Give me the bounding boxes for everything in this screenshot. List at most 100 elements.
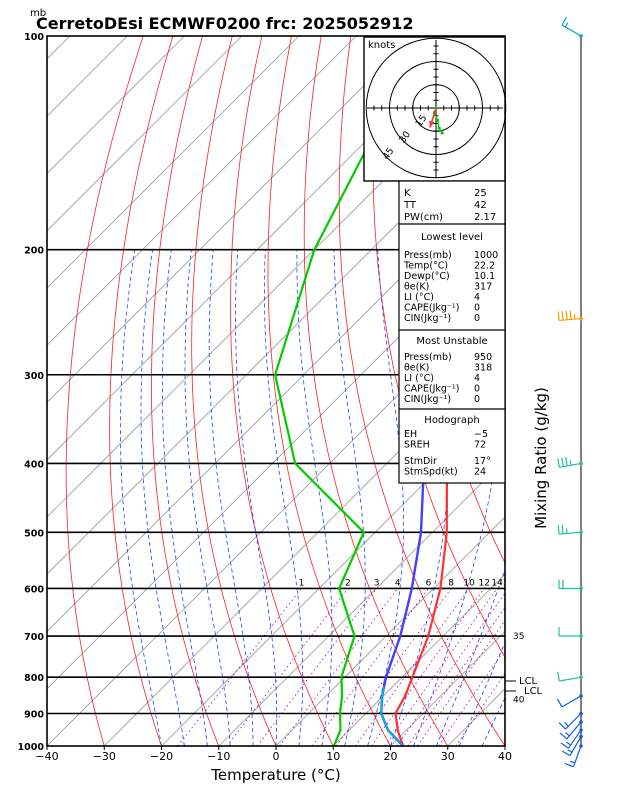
theta-e-label: 35 xyxy=(513,632,524,642)
mixing-ratio-line xyxy=(177,588,302,746)
most-unstable-heading: Most Unstable xyxy=(416,336,487,347)
wind-barb-flag xyxy=(565,732,570,737)
isotherm-line xyxy=(47,36,243,232)
wind-barb xyxy=(556,694,583,708)
lcl-label-lower: LCL xyxy=(524,686,543,697)
lowest-level-row-value: 10.1 xyxy=(474,271,495,282)
lowest-level-row-value: 317 xyxy=(474,282,492,293)
hodograph-point xyxy=(440,131,444,135)
dry-adiabat-line xyxy=(109,36,174,746)
wind-barb-flag xyxy=(561,750,571,757)
wind-barb-staff xyxy=(559,676,582,682)
tt-index-value: 42 xyxy=(474,200,487,211)
lowest-level-row-value: 0 xyxy=(474,313,480,324)
mixing-ratio-line xyxy=(370,588,485,746)
wind-barb xyxy=(558,627,583,638)
isotherm-line xyxy=(47,36,300,289)
wind-barb-flag xyxy=(564,722,569,727)
moist-adiabat-line xyxy=(208,249,254,746)
dry-adiabat-line xyxy=(338,36,505,746)
wind-barb-flag xyxy=(560,742,569,749)
lowest-level-row-value: 1000 xyxy=(474,250,498,261)
mixing-ratio-axis-label: Mixing Ratio (g/kg) xyxy=(532,387,550,529)
wind-barb-flag xyxy=(557,311,560,321)
hodo-stat-row-label: StmSpd(kt) xyxy=(404,467,458,478)
wind-barb-flag xyxy=(561,524,564,534)
mixing-ratio-label: 6 xyxy=(426,578,432,588)
isotherm-line xyxy=(47,172,505,633)
pressure-tick-label: 400 xyxy=(24,459,44,470)
dry-adiabat-line xyxy=(65,36,144,746)
pressure-tick-label: 100 xyxy=(24,32,44,43)
wind-barb-column xyxy=(556,16,583,768)
pw-label: PW(cm) xyxy=(404,212,443,223)
hodograph-point xyxy=(435,118,440,122)
most-unstable-row-value: 950 xyxy=(474,352,492,363)
mixing-ratio-label: 3 xyxy=(374,578,380,588)
wind-barb-flag xyxy=(561,16,567,26)
wind-barb xyxy=(557,672,583,682)
hodograph-point xyxy=(437,126,441,130)
wind-barb xyxy=(561,16,583,38)
wind-barb-flag xyxy=(559,732,568,740)
most-unstable-row-value: 0 xyxy=(474,384,480,395)
moist-adiabat-line xyxy=(120,249,162,746)
wind-barb xyxy=(564,744,583,768)
most-unstable-row-value: 318 xyxy=(474,363,492,374)
chart-title: CerretoDEsi ECMWF0200 frc: 2025052912 xyxy=(36,14,414,33)
mixing-ratio-label: 10 xyxy=(463,578,475,588)
wind-barb-flag xyxy=(569,460,572,466)
tt-index-label: TT xyxy=(403,200,417,211)
lcl-label-upper: LCL xyxy=(519,676,538,687)
moist-adiabat-line xyxy=(162,249,208,746)
lowest-level-row-label: CIN(Jkg⁻¹) xyxy=(404,313,451,324)
mixing-ratio-label: 12 xyxy=(478,578,489,588)
mixing-ratio-label: 8 xyxy=(448,578,454,588)
isotherm-line xyxy=(47,36,185,175)
dry-adiabat-line xyxy=(191,36,277,746)
wind-barb xyxy=(558,579,583,591)
x-tick-label: 20 xyxy=(384,750,398,763)
lowest-level-row-label: Dewp(°C) xyxy=(404,271,450,282)
moist-adiabat-line xyxy=(333,249,366,746)
hodo-stat-row-label: StmDir xyxy=(404,456,437,467)
hodo-stat-row-label: EH xyxy=(404,429,417,440)
x-axis-label: Temperature (°C) xyxy=(210,766,340,784)
lowest-level-row-label: LI (°C) xyxy=(404,292,434,303)
pressure-tick-label: 500 xyxy=(24,528,44,539)
k-index-label: K xyxy=(404,188,411,199)
mixing-ratio-line xyxy=(384,588,498,746)
wind-barb-flag xyxy=(558,722,566,730)
pressure-tick-label: 200 xyxy=(24,246,44,257)
x-tick-label: 40 xyxy=(498,750,512,763)
dry-adiabat-line xyxy=(372,36,505,659)
moist-adiabat-line xyxy=(296,249,333,746)
wind-barb-flag xyxy=(556,698,563,708)
lowest-level-row-label: θe(K) xyxy=(404,282,429,293)
moist-adiabat-line xyxy=(235,249,278,746)
x-tick-label: 10 xyxy=(326,750,340,763)
dry-adiabat-line xyxy=(230,36,334,746)
pressure-unit-label: mb xyxy=(30,8,46,19)
wind-barb-staff xyxy=(561,24,582,37)
x-tick-label: −30 xyxy=(93,750,116,763)
wind-barb-flag xyxy=(557,672,560,682)
pressure-tick-label: 700 xyxy=(24,632,44,643)
wind-barb xyxy=(559,720,583,740)
mixing-ratio-label: 2 xyxy=(345,578,351,588)
x-tick-label: 30 xyxy=(441,750,455,763)
hodo-ring xyxy=(389,61,483,155)
most-unstable-row-label: Press(mb) xyxy=(404,352,452,363)
hodograph-unit-label: knots xyxy=(368,40,395,51)
indices-panel: K 25 TT 42 PW(cm) 2.17 Lowest level Pres… xyxy=(398,180,506,484)
x-tick-label: 0 xyxy=(273,750,280,763)
isotherm-line xyxy=(332,573,505,746)
k-index-value: 25 xyxy=(474,188,487,199)
x-tick-label: −40 xyxy=(35,750,58,763)
moist-adiabat-line xyxy=(140,249,185,746)
most-unstable-row-label: CIN(Jkg⁻¹) xyxy=(404,394,451,405)
wind-barb-flag xyxy=(564,456,568,467)
wind-barb-flag xyxy=(564,22,569,28)
isotherm-line xyxy=(161,401,505,746)
